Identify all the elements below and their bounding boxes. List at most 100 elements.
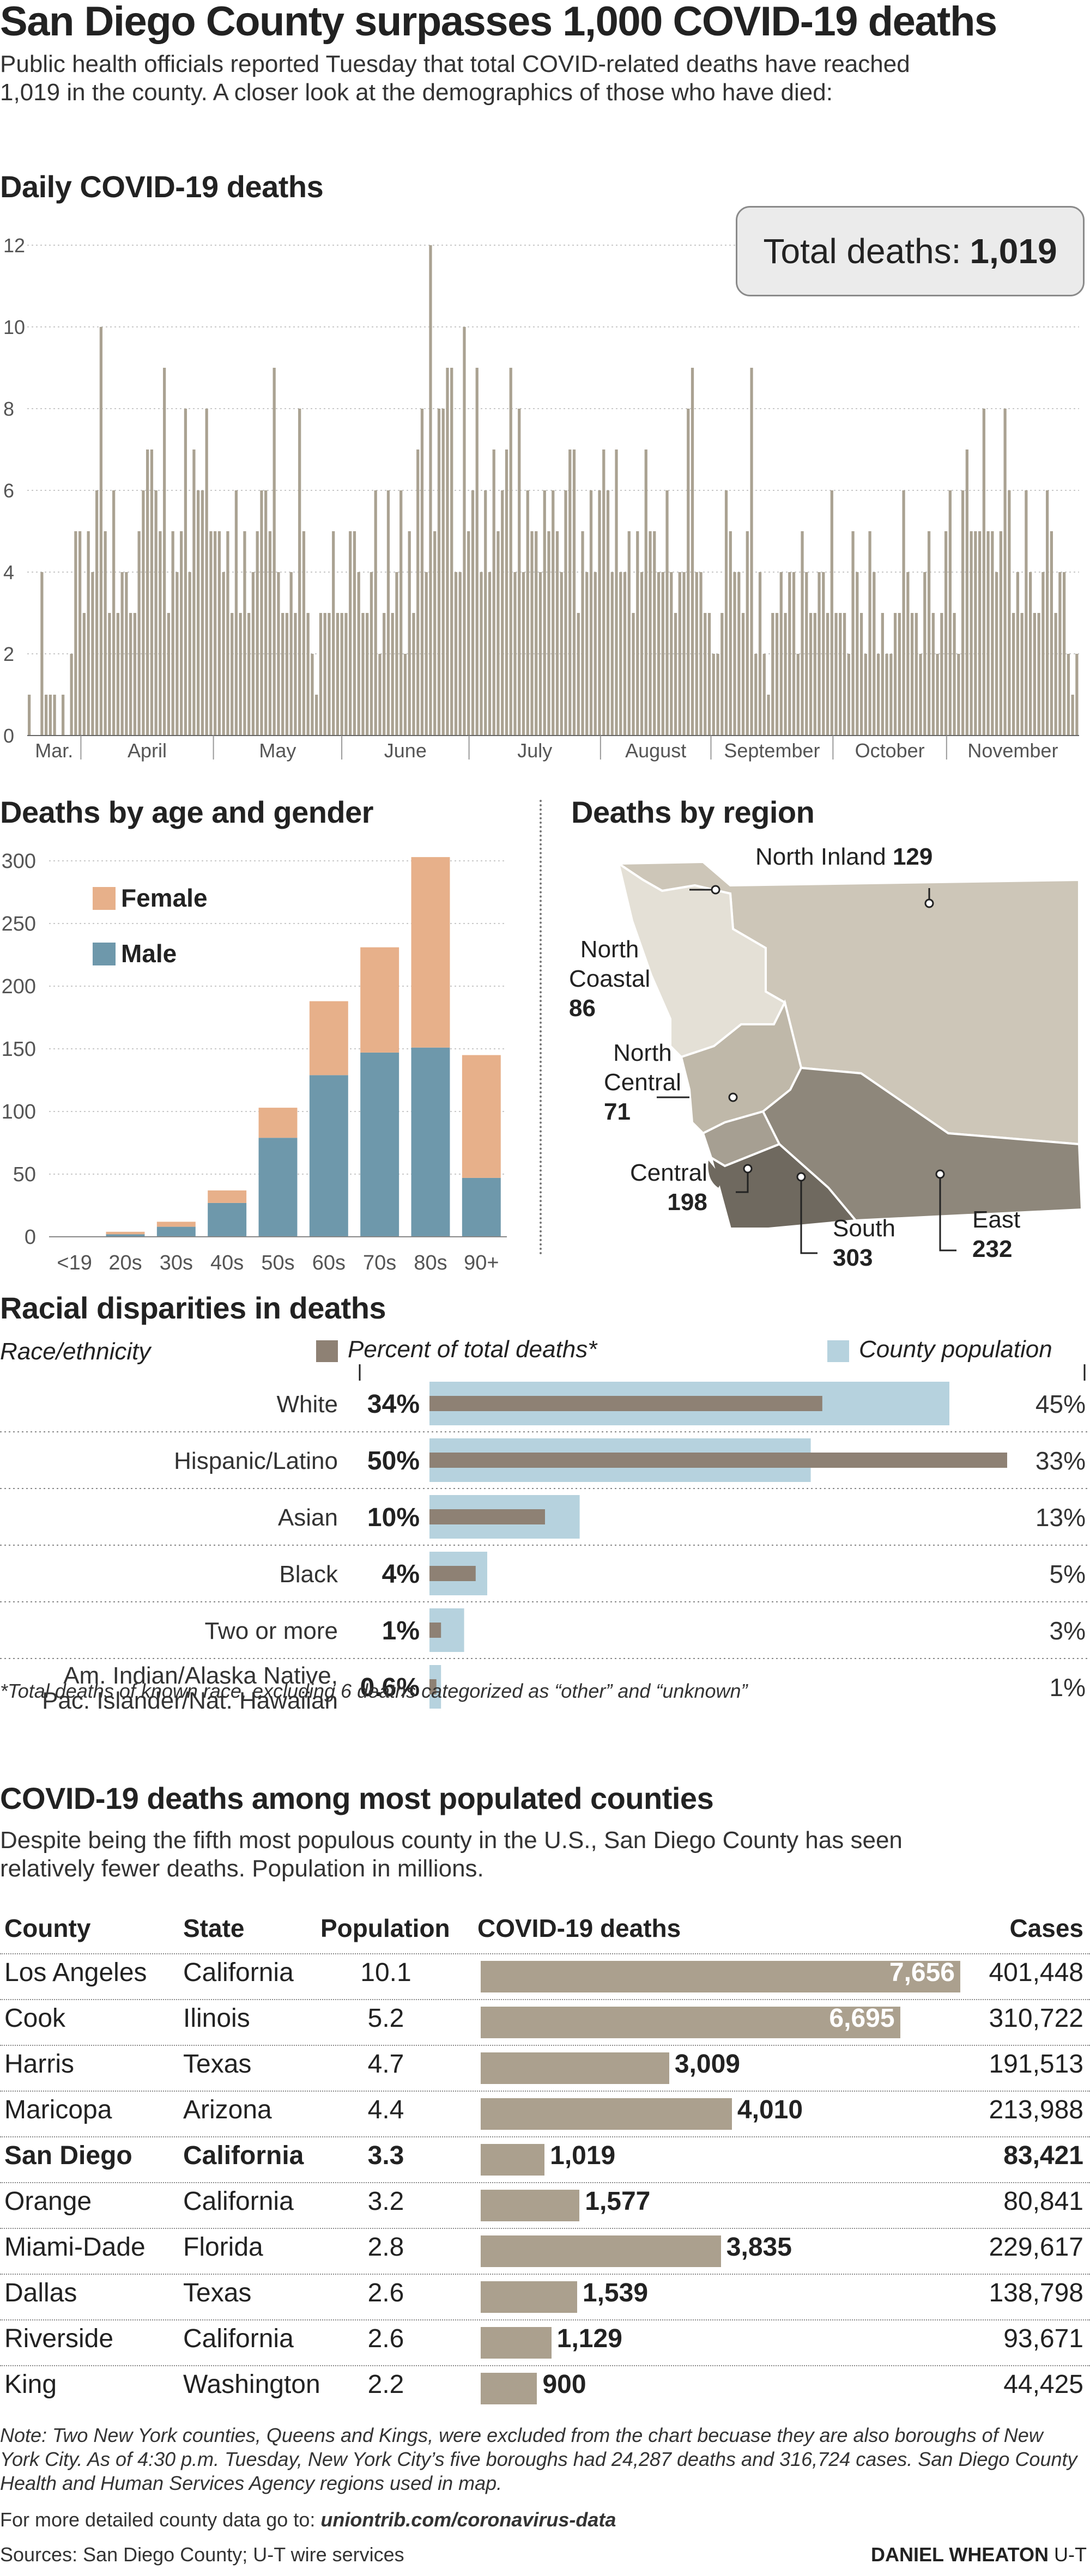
daily-bar (991, 531, 994, 736)
daily-bar (180, 531, 183, 736)
daily-bar (619, 572, 622, 736)
col-county: County (4, 1914, 91, 1942)
region-label-north-central: North Central 71 (604, 1040, 681, 1125)
table-row (0, 1953, 1090, 1999)
daily-bar (606, 490, 610, 736)
male-bar (411, 1047, 450, 1237)
daily-bar (328, 613, 331, 736)
county-deaths-label: 3,835 (726, 2233, 792, 2262)
daily-bar (112, 490, 116, 736)
county-cases: 44,425 (1003, 2370, 1083, 2399)
region-heading: Deaths by region (571, 795, 815, 829)
county-deaths-bar (481, 1961, 960, 1992)
month-label: October (855, 739, 925, 762)
daily-bar (374, 490, 377, 736)
age-heading: Deaths by age and gender (0, 795, 374, 829)
daily-bar (82, 613, 86, 736)
daily-bar (357, 572, 360, 736)
race-pop-label: 33% (1036, 1447, 1086, 1475)
age-ytick: 0 (25, 1226, 36, 1249)
county-cases: 93,671 (1003, 2324, 1083, 2353)
race-deaths-label: 50% (367, 1447, 420, 1475)
daily-bar (366, 613, 369, 736)
daily-bar (615, 449, 618, 736)
month-label: August (625, 739, 686, 762)
county-name: Los Angeles (4, 1958, 147, 1987)
daily-bar (931, 613, 935, 736)
county-name: Orange (4, 2187, 92, 2216)
daily-bar (957, 654, 960, 736)
daily-bar (285, 613, 289, 736)
daily-bar (885, 654, 888, 736)
daily-bar (737, 572, 741, 736)
daily-bar (767, 695, 770, 736)
daily-ytick: 4 (3, 561, 14, 584)
col-state: State (183, 1914, 245, 1942)
female-bar (106, 1231, 145, 1235)
legend-pop-label: County population (859, 1336, 1052, 1363)
age-category-label: 20s (108, 1251, 142, 1274)
daily-ytick: 6 (3, 479, 14, 502)
daily-bar (873, 572, 876, 736)
daily-bar (133, 613, 137, 736)
county-deaths-label: 1,129 (556, 2324, 622, 2353)
daily-bar (610, 572, 614, 736)
daily-bar (644, 449, 647, 736)
month-label: June (384, 739, 427, 762)
daily-bar (49, 695, 52, 736)
county-deaths-label: 1,577 (585, 2187, 651, 2216)
daily-bar (754, 654, 758, 736)
daily-bar (636, 531, 639, 736)
more-data-link[interactable]: uniontrib.com/coronavirus-data (320, 2508, 616, 2531)
race-deaths-label: 1% (382, 1617, 420, 1645)
daily-bar (682, 572, 686, 736)
daily-bar (1037, 613, 1040, 736)
county-state: Texas (183, 2050, 252, 2079)
daily-bar (830, 490, 833, 736)
daily-bar (150, 449, 154, 736)
daily-bar (298, 409, 301, 736)
month-label: September (724, 739, 820, 762)
daily-bar (268, 531, 272, 736)
month-label: November (967, 739, 1058, 762)
daily-bar (1058, 572, 1062, 736)
daily-bar (843, 613, 846, 736)
legend-pop-swatch (827, 1340, 849, 1362)
daily-bar (1033, 613, 1036, 736)
daily-bar (95, 490, 99, 736)
daily-bar (344, 613, 348, 736)
race-chart: White 34% 45% Hispanic/Latino 50% 33% Asian 10%… (0, 1364, 1090, 1714)
daily-bar (564, 490, 567, 736)
county-deaths-bar (481, 2373, 537, 2404)
county-name: Riverside (4, 2324, 114, 2353)
daily-bar (784, 613, 787, 736)
daily-bar (847, 654, 850, 736)
female-bar (411, 857, 450, 1048)
daily-bar (129, 613, 132, 736)
county-deaths-bar (481, 2098, 732, 2130)
daily-bar (568, 449, 572, 736)
daily-bar (995, 572, 998, 736)
female-bar (156, 1222, 196, 1227)
female-bar (309, 1001, 348, 1076)
daily-bar (311, 654, 314, 736)
race-deaths-bar (429, 1453, 1007, 1468)
daily-bar (74, 531, 77, 736)
daily-bar (231, 613, 234, 736)
daily-bar (450, 368, 453, 736)
age-category-label: <19 (57, 1251, 92, 1274)
daily-bar (627, 531, 631, 736)
county-deaths-bar (481, 2144, 545, 2176)
daily-bar (535, 531, 538, 736)
race-deaths-bar (429, 1623, 441, 1638)
table-row (0, 2319, 1090, 2365)
daily-bar (796, 654, 800, 736)
table-row (0, 2274, 1090, 2319)
daily-bar (623, 572, 627, 736)
daily-bar (171, 531, 174, 736)
county-deaths-bar (481, 2052, 669, 2084)
race-pop-label: 45% (1036, 1390, 1086, 1418)
daily-ytick: 12 (3, 234, 25, 257)
county-deaths-label: 3,009 (674, 2050, 740, 2079)
county-state: California (183, 2324, 294, 2353)
